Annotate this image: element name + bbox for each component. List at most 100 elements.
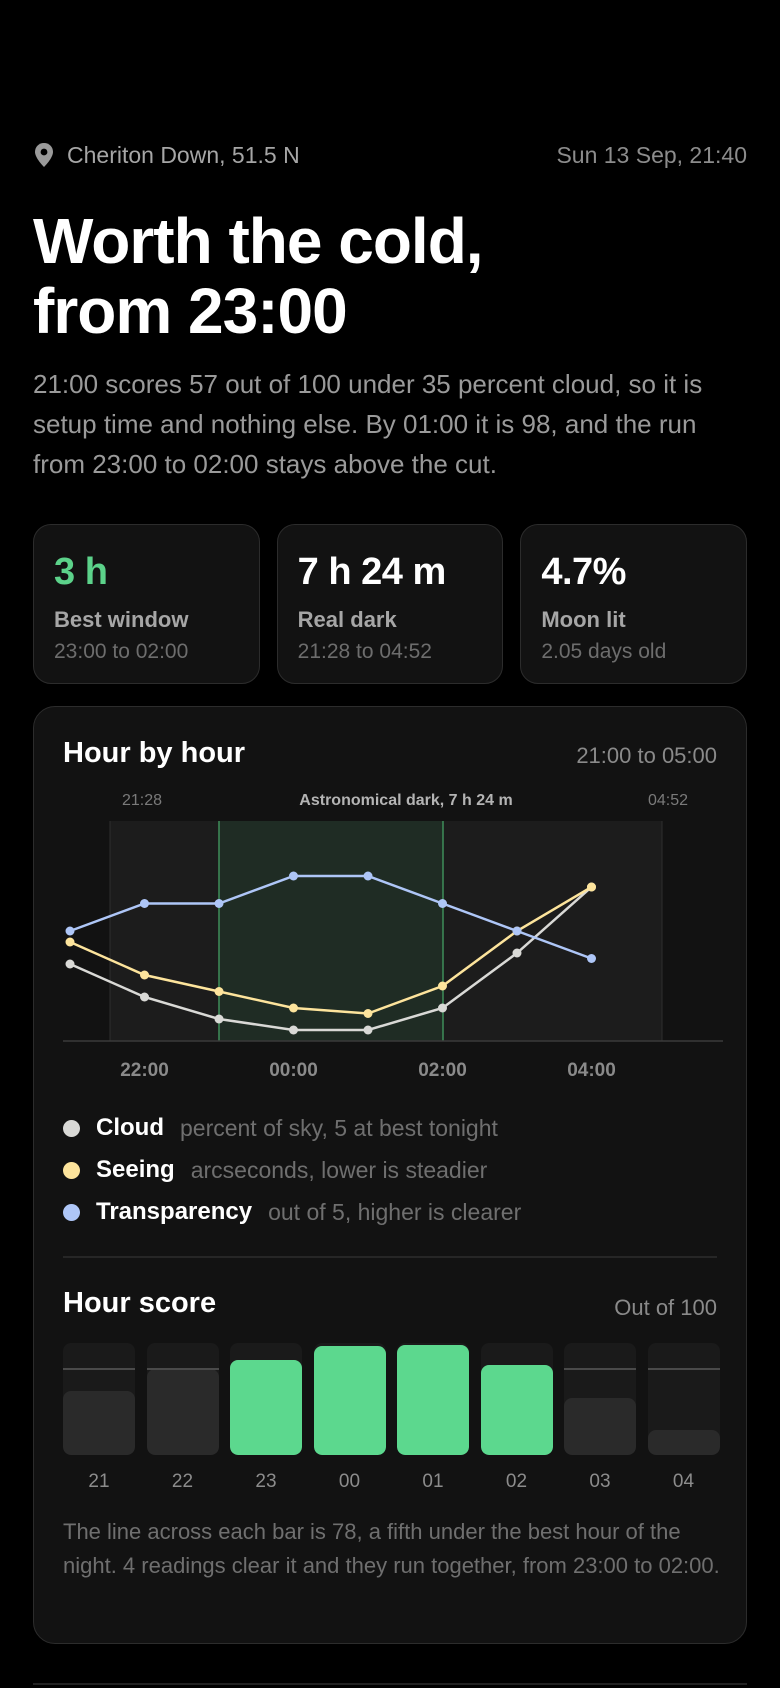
series-point-seeing-7 — [587, 882, 596, 892]
bar-threshold-line — [564, 1367, 636, 1370]
bar-track — [647, 1343, 720, 1455]
bar-fill — [397, 1345, 469, 1455]
headline: Worth the cold, from 23:00 — [33, 206, 484, 347]
bar-label: 03 — [589, 1471, 611, 1492]
series-point-seeing-4 — [363, 1009, 373, 1018]
bar-fill — [647, 1430, 720, 1455]
score-bar-00[interactable]: 00 — [313, 1343, 386, 1503]
score-bar-01[interactable]: 01 — [397, 1343, 469, 1503]
hourly-title: Hour by hour — [63, 737, 246, 769]
stat-label: Moon lit — [541, 607, 626, 632]
dark-caption: Astronomical dark, 7 h 24 m — [299, 792, 512, 809]
series-point-seeing-5 — [438, 981, 447, 991]
series-point-cloud-6 — [512, 948, 522, 958]
score-bar-02[interactable]: 02 — [480, 1343, 553, 1503]
bar-label: 23 — [255, 1471, 277, 1492]
bar-fill — [480, 1365, 553, 1455]
series-point-cloud-4 — [363, 1025, 373, 1035]
bottom-divider — [33, 1683, 747, 1685]
headline-line-2: from 23:00 — [33, 275, 348, 347]
legend-desc: out of 5, higher is clearer — [268, 1198, 522, 1225]
x-tick-label: 04:00 — [567, 1060, 616, 1081]
forecast-panel: Hour by hour 21:00 to 05:00 21:28 Astron… — [33, 706, 747, 1644]
legend-name: Transparency — [96, 1198, 253, 1225]
series-point-seeing-3 — [289, 1003, 298, 1013]
bar-track — [313, 1343, 386, 1455]
bar-fill — [146, 1368, 219, 1455]
stat-card-moon[interactable]: 4.7% Moon lit 2.05 days old — [520, 524, 748, 684]
header-bar: Cheriton Down, 51.5 N Sun 13 Sep, 21:40 — [33, 138, 747, 172]
score-bar-22[interactable]: 22 — [146, 1343, 219, 1503]
legend-item-transparency: Transparency out of 5, higher is clearer — [63, 1191, 521, 1233]
stat-value: 7 h 24 m — [297, 551, 447, 593]
series-point-transparency-0 — [65, 926, 75, 936]
score-title: Hour score — [63, 1287, 217, 1319]
legend-desc: arcseconds, lower is steadier — [190, 1156, 488, 1183]
legend-swatch — [63, 1119, 80, 1137]
bar-threshold-line — [647, 1367, 720, 1370]
bar-fill — [63, 1391, 135, 1455]
series-point-transparency-5 — [438, 899, 447, 908]
x-tick-label: 22:00 — [120, 1060, 169, 1081]
series-point-seeing-2 — [214, 987, 224, 996]
stat-label: Best window — [54, 607, 189, 632]
series-point-cloud-5 — [438, 1003, 447, 1013]
legend-item-cloud: Cloud percent of sky, 5 at best tonight — [63, 1107, 521, 1149]
series-point-cloud-1 — [140, 992, 149, 1002]
hour-score-bar-chart: 21 22 23 00 01 02 03 04 — [63, 1343, 720, 1503]
bar-label: 21 — [88, 1471, 110, 1492]
bar-fill — [313, 1346, 386, 1455]
chart-best-window — [219, 821, 443, 1041]
series-point-cloud-2 — [214, 1014, 224, 1024]
dark-end-label: 04:52 — [648, 792, 688, 809]
stat-cards: 3 h Best window 23:00 to 02:00 7 h 24 m … — [33, 524, 748, 684]
series-point-seeing-1 — [140, 970, 149, 980]
bar-track — [564, 1343, 636, 1455]
bar-fill — [564, 1397, 636, 1455]
bar-label: 00 — [338, 1471, 361, 1492]
section-divider — [63, 1256, 717, 1258]
map-pin-icon — [35, 143, 53, 167]
location-text: Cheriton Down, 51.5 N — [67, 141, 300, 168]
series-point-seeing-0 — [65, 937, 75, 947]
series-line-transparency — [69, 874, 592, 960]
datetime: Sun 13 Sep, 21:40 — [556, 141, 747, 168]
series-line-seeing — [69, 885, 593, 1015]
bar-track — [397, 1343, 469, 1455]
series-point-cloud-3 — [289, 1025, 298, 1035]
chart-series-group — [65, 871, 596, 1035]
stat-sub: 2.05 days old — [541, 640, 667, 663]
series-point-transparency-2 — [214, 899, 224, 908]
stat-value: 3 h — [54, 551, 108, 593]
score-bar-03[interactable]: 03 — [564, 1343, 636, 1503]
bar-label: 04 — [672, 1471, 695, 1492]
stat-sub: 23:00 to 02:00 — [54, 640, 189, 663]
chart-x-ticks: 22:00 00:00 02:00 04:00 — [120, 1060, 616, 1081]
legend-desc: percent of sky, 5 at best tonight — [179, 1114, 498, 1141]
location[interactable]: Cheriton Down, 51.5 N — [33, 142, 300, 169]
series-point-transparency-3 — [289, 871, 298, 881]
series-point-transparency-4 — [363, 871, 373, 881]
series-point-cloud-0 — [65, 959, 75, 969]
stat-card-real-dark[interactable]: 7 h 24 m Real dark 21:28 to 04:52 — [276, 524, 504, 684]
stat-label: Real dark — [297, 607, 397, 632]
legend-swatch — [63, 1161, 80, 1179]
score-bar-21[interactable]: 21 — [63, 1343, 135, 1503]
bar-threshold-line — [63, 1367, 135, 1370]
x-tick-label: 00:00 — [269, 1060, 318, 1081]
summary-text: 21:00 scores 57 out of 100 under 35 perc… — [33, 369, 703, 479]
score-bar-04[interactable]: 04 — [647, 1343, 720, 1503]
legend-item-seeing: Seeing arcseconds, lower is steadier — [63, 1149, 521, 1191]
legend-name: Seeing — [96, 1156, 175, 1183]
series-line-cloud — [69, 886, 593, 1032]
stat-card-best-window[interactable]: 3 h Best window 23:00 to 02:00 — [33, 524, 260, 684]
dark-start-label: 21:28 — [122, 792, 162, 809]
score-bar-23[interactable]: 23 — [230, 1343, 302, 1503]
bar-track — [63, 1343, 135, 1455]
series-point-transparency-1 — [140, 899, 149, 908]
bar-label: 02 — [505, 1471, 528, 1492]
hourly-line-chart: 21:28 Astronomical dark, 7 h 24 m 04:52 … — [63, 792, 723, 1081]
stat-value: 4.7% — [541, 551, 626, 593]
bar-track — [146, 1343, 219, 1455]
chart-legend: Cloud percent of sky, 5 at best tonight … — [63, 1107, 521, 1233]
